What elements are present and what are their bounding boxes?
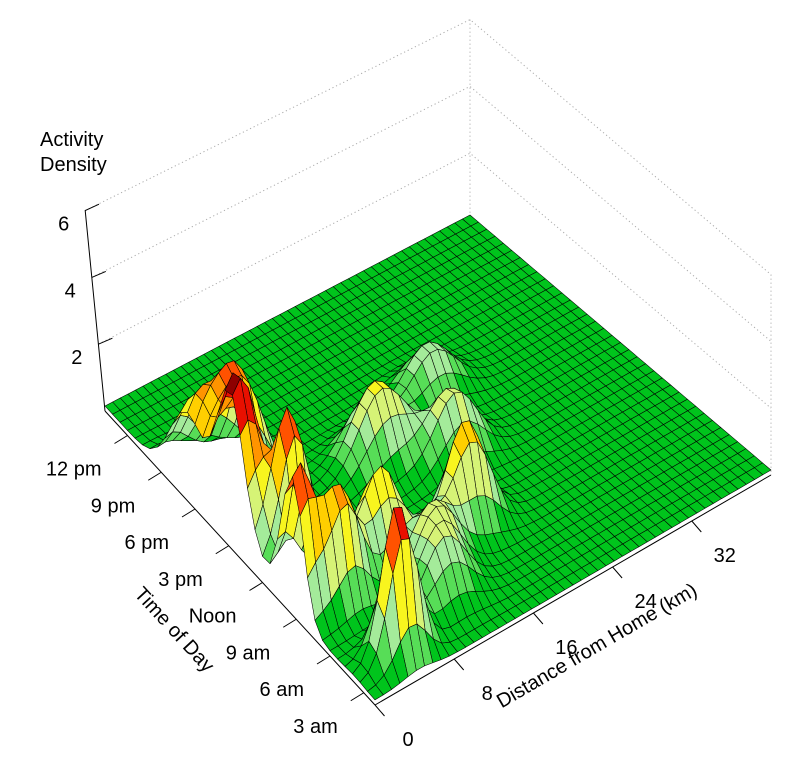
back-wall-gridline	[84, 19, 772, 275]
z-axis-tick-label: 2	[71, 347, 82, 369]
z-axis-tick	[98, 337, 113, 345]
distance-axis-tick	[374, 704, 385, 717]
time-axis-tick	[282, 618, 297, 628]
x-axis-tick-label: 24	[634, 591, 656, 613]
y-axis-tick-label: 12 pm	[46, 459, 102, 481]
y-axis-tick-label: 9 pm	[91, 495, 135, 517]
z-axis-tick-label: 6	[58, 214, 69, 236]
z-axis-tick-label: 4	[65, 280, 76, 302]
z-axis-title: Activity Density	[40, 129, 107, 176]
time-axis-tick	[316, 655, 331, 665]
time-axis-tick	[114, 435, 128, 444]
time-axis-tick	[350, 692, 365, 702]
distance-axis-tick	[533, 612, 544, 625]
x-axis-tick-label: 16	[555, 637, 577, 659]
time-axis-tick	[181, 508, 196, 518]
y-axis-tick-label: 3 pm	[158, 569, 202, 591]
time-axis-tick	[147, 471, 162, 481]
distance-axis-tick	[691, 520, 702, 533]
distance-axis-line	[374, 474, 772, 706]
x-axis-tick-label: 0	[402, 729, 413, 751]
x-axis-tick-label: 32	[714, 545, 736, 567]
y-axis-tick-label: 6 am	[260, 679, 304, 701]
distance-axis-tick	[453, 658, 465, 671]
y-axis-tick-label: 3 am	[293, 716, 337, 738]
back-wall-gridline	[98, 152, 772, 409]
surface-facet	[367, 684, 384, 701]
z-axis-line	[84, 203, 106, 412]
z-axis-tick	[91, 270, 106, 278]
time-axis-tick	[215, 545, 230, 555]
y-axis-title: Time of Day	[130, 583, 219, 677]
y-axis-tick-label: Noon	[189, 606, 237, 628]
surface-mesh	[104, 214, 772, 701]
x-axis-tick-label: 8	[482, 683, 493, 705]
y-axis-tick-label: 9 am	[226, 642, 270, 664]
time-axis-tick	[249, 582, 263, 591]
y-axis-tick-label: 6 pm	[125, 532, 169, 554]
distance-axis-tick	[612, 566, 623, 579]
